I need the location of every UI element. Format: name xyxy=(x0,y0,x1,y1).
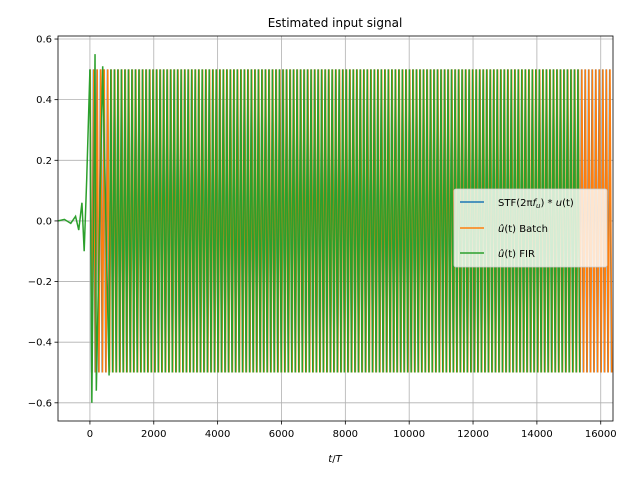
legend-box xyxy=(453,188,608,268)
x-tick-label: 6000 xyxy=(269,429,294,440)
y-tick-label: −0.2 xyxy=(28,277,52,288)
y-tick-label: 0.2 xyxy=(36,156,52,167)
x-tick-label: 14000 xyxy=(521,429,553,440)
x-tick-label: 10000 xyxy=(393,429,425,440)
legend-label-batch: û(t) Batch xyxy=(498,223,548,235)
x-tick-label: 0 xyxy=(87,429,93,440)
y-tick-label: −0.4 xyxy=(28,338,52,349)
y-tick-label: −0.6 xyxy=(28,398,52,409)
y-tick-label: 0.0 xyxy=(36,216,52,227)
y-tick-label: 0.4 xyxy=(36,95,52,106)
x-axis-label: t/T xyxy=(328,454,342,465)
chart-title: Estimated input signal xyxy=(268,16,403,30)
x-tick-label: 12000 xyxy=(457,429,489,440)
legend-label-fir: û(t) FIR xyxy=(498,248,535,260)
x-axis-ticks: 0 2000 4000 6000 8000 10000 12000 14000 16000 xyxy=(87,421,617,440)
y-axis-ticks: −0.6 −0.4 −0.2 0.0 0.2 0.4 0.6 xyxy=(28,35,58,409)
x-tick-label: 4000 xyxy=(205,429,230,440)
x-tick-label: 8000 xyxy=(333,429,358,440)
x-tick-label: 2000 xyxy=(141,429,166,440)
legend-label-stf: STF(2πfu) * u(t) xyxy=(498,198,574,210)
plot-frame xyxy=(57,35,614,422)
y-tick-label: 0.6 xyxy=(36,35,52,46)
x-tick-label: 16000 xyxy=(585,429,617,440)
legend: STF(2πfu) * u(t) û(t) Batch û(t) FIR xyxy=(453,188,608,268)
series-fir-line xyxy=(58,54,581,403)
